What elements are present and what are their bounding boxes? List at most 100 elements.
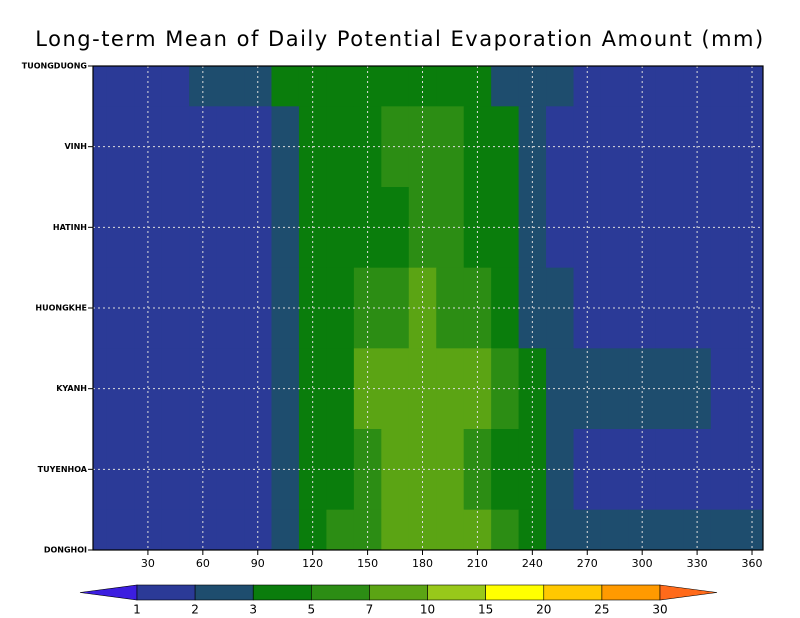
- heat-cell: [216, 187, 245, 269]
- heat-cell: [93, 429, 108, 511]
- heat-cell: [106, 509, 135, 551]
- colorbar-box: [194, 584, 254, 601]
- y-tick-label: TUONGDUONG: [22, 62, 87, 71]
- x-tick-label: 120: [302, 557, 323, 570]
- colorbar-label: 30: [652, 603, 667, 617]
- heat-cell: [93, 509, 108, 551]
- heat-cell: [161, 509, 190, 551]
- heat-cell: [161, 429, 190, 511]
- x-tick-label: 180: [412, 557, 433, 570]
- heat-cell: [381, 267, 410, 349]
- heat-cell: [189, 509, 218, 551]
- heat-cell: [436, 187, 465, 269]
- heat-cell: [326, 348, 355, 430]
- colorbar-label: 1: [133, 603, 141, 617]
- heat-cell: [106, 348, 135, 430]
- chart-title: Long-term Mean of Daily Potential Evapor…: [35, 27, 764, 51]
- heat-cell: [271, 66, 300, 107]
- heat-cell: [106, 106, 135, 188]
- heat-cell: [436, 429, 465, 511]
- heat-cell: [216, 66, 245, 107]
- heat-cell: [436, 66, 465, 107]
- heat-cell: [436, 267, 465, 349]
- heat-cell: [93, 267, 108, 349]
- heat-cell: [93, 187, 108, 269]
- heat-cell: [134, 509, 163, 551]
- colorbar-label: 3: [249, 603, 257, 617]
- heat-cell: [628, 509, 657, 551]
- heat-cell: [600, 509, 629, 551]
- y-tick-label: HUONGKHE: [35, 304, 87, 313]
- heat-cell: [436, 348, 465, 430]
- heat-cell: [381, 66, 410, 107]
- heat-cell: [710, 509, 739, 551]
- heat-cell: [381, 187, 410, 269]
- heat-cell: [271, 429, 300, 511]
- x-tick-label: 300: [632, 557, 653, 570]
- y-tick-label: DONGHOI: [44, 546, 87, 555]
- heat-cell: [271, 106, 300, 188]
- heat-cell: [683, 509, 712, 551]
- x-tick-label: 270: [577, 557, 598, 570]
- heat-cell: [546, 509, 575, 551]
- heat-cell: [381, 348, 410, 430]
- heat-cell: [216, 348, 245, 430]
- heat-cell: [381, 509, 410, 551]
- colorbar-label: 15: [478, 603, 493, 617]
- colorbar-over: [659, 584, 718, 601]
- heat-cell: [573, 509, 602, 551]
- colorbar-label: 10: [420, 603, 435, 617]
- heat-cell: [326, 429, 355, 511]
- x-tick-label: 90: [251, 557, 265, 570]
- heat-cell: [161, 267, 190, 349]
- y-tick-label: HATINH: [53, 223, 87, 232]
- x-tick-label: 330: [687, 557, 708, 570]
- x-tick-label: 360: [742, 557, 763, 570]
- colorbar-box: [601, 584, 661, 601]
- heat-cell: [161, 187, 190, 269]
- heat-cell: [271, 267, 300, 349]
- heat-cell: [710, 66, 739, 107]
- heat-cell: [518, 509, 547, 551]
- x-tick-label: 150: [357, 557, 378, 570]
- heat-cell: [600, 66, 629, 107]
- heat-cell: [161, 348, 190, 430]
- heat-cell: [326, 106, 355, 188]
- y-tick-label: VINH: [64, 142, 87, 151]
- heat-cell: [271, 187, 300, 269]
- heat-cell: [436, 509, 465, 551]
- x-tick-label: 30: [141, 557, 155, 570]
- y-tick-label: TUYENHOA: [38, 465, 88, 474]
- heat-cell: [491, 509, 520, 551]
- heat-cell: [436, 106, 465, 188]
- heat-cell: [93, 348, 108, 430]
- heat-cell: [244, 509, 272, 551]
- colorbar-box: [136, 584, 196, 601]
- heat-cell: [106, 267, 135, 349]
- heat-cell: [655, 66, 684, 107]
- heat-cell: [271, 348, 300, 430]
- heat-cell: [161, 66, 190, 107]
- heat-cell: [381, 429, 410, 511]
- x-tick-label: 240: [522, 557, 543, 570]
- heat-cell: [93, 66, 108, 107]
- x-tick-label: 210: [467, 557, 488, 570]
- colorbar-box: [311, 584, 370, 601]
- colorbar-box: [485, 584, 545, 601]
- heat-cell: [326, 509, 355, 551]
- heat-cell: [326, 66, 355, 107]
- heat-cell: [326, 187, 355, 269]
- heat-cell: [463, 509, 492, 551]
- colorbar-box: [252, 584, 312, 601]
- colorbar-box: [369, 584, 428, 601]
- heat-cell: [106, 187, 135, 269]
- heat-cell: [655, 509, 684, 551]
- heat-cell: [738, 66, 764, 107]
- heat-cell: [216, 267, 245, 349]
- heat-cell: [546, 66, 575, 107]
- colorbar-under: [79, 584, 138, 601]
- heat-cell: [216, 509, 245, 551]
- heat-cell: [408, 509, 437, 551]
- plot-frame: [92, 65, 764, 551]
